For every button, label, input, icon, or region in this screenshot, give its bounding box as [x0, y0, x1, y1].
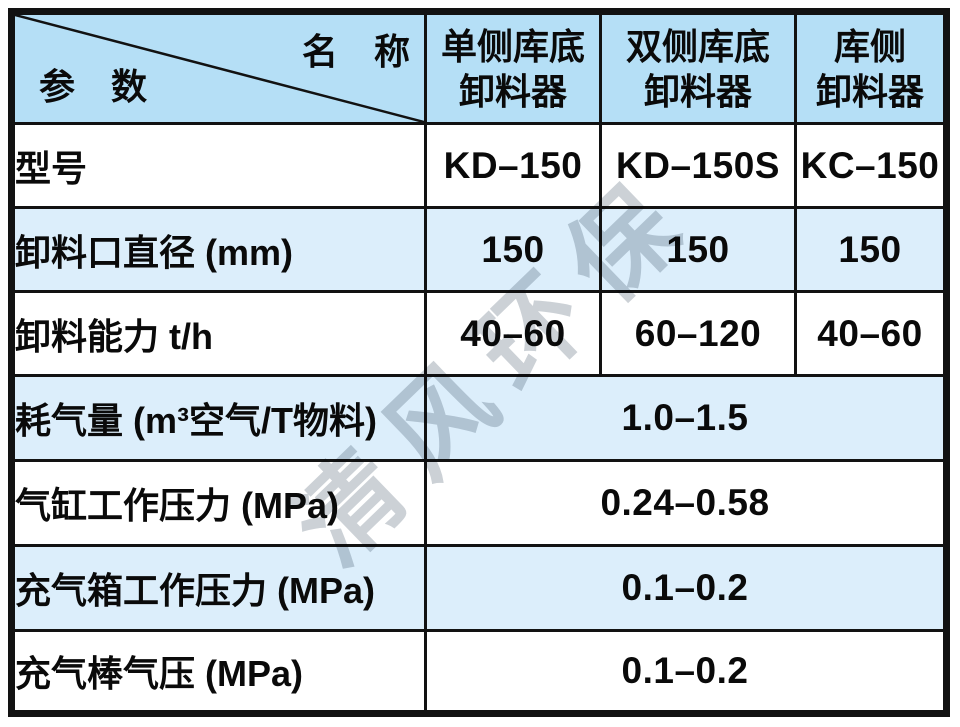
table-row-air-consumption: 耗气量 (m³空气/T物料) 1.0–1.5 — [12, 374, 946, 462]
unloader-spec-table: 名 称 参 数 单侧库底 卸料器 双侧库底 卸料器 库侧 卸料器 型号 KD–1… — [12, 12, 946, 713]
value-cell: 40–60 — [794, 290, 946, 377]
value-cell: KD–150S — [599, 122, 797, 209]
row-label: 充气棒气压 (MPa) — [12, 629, 427, 713]
value-cell: KC–150 — [794, 122, 946, 209]
corner-param-label: 参 数 — [39, 66, 148, 107]
row-label: 耗气量 (m³空气/T物料) — [12, 374, 427, 462]
value-cell: 150 — [599, 206, 797, 293]
table-header-row: 名 称 参 数 单侧库底 卸料器 双侧库底 卸料器 库侧 卸料器 — [12, 12, 946, 125]
row-label: 卸料口直径 (mm) — [12, 206, 427, 293]
table-row-aeration-rod-pressure: 充气棒气压 (MPa) 0.1–0.2 — [12, 629, 946, 713]
diagonal-divider-line — [15, 15, 424, 122]
table-row-aeration-box-pressure: 充气箱工作压力 (MPa) 0.1–0.2 — [12, 544, 946, 632]
column-header-single-side: 单侧库底 卸料器 — [424, 12, 602, 125]
row-label: 充气箱工作压力 (MPa) — [12, 544, 427, 632]
corner-cell: 名 称 参 数 — [12, 12, 427, 125]
table-row-outlet-diameter: 卸料口直径 (mm) 150 150 150 — [12, 206, 946, 293]
column-header-double-side: 双侧库底 卸料器 — [599, 12, 797, 125]
merged-value-cell: 0.1–0.2 — [424, 629, 946, 713]
merged-value-cell: 1.0–1.5 — [424, 374, 946, 462]
spec-table: 名 称 参 数 单侧库底 卸料器 双侧库底 卸料器 库侧 卸料器 型号 KD–1… — [8, 8, 950, 717]
value-cell: 60–120 — [599, 290, 797, 377]
column-header-silo-side: 库侧 卸料器 — [794, 12, 946, 125]
value-cell: 40–60 — [424, 290, 602, 377]
value-cell: 150 — [424, 206, 602, 293]
table-row-model: 型号 KD–150 KD–150S KC–150 — [12, 122, 946, 209]
row-label: 气缸工作压力 (MPa) — [12, 459, 427, 547]
table-row-cylinder-pressure: 气缸工作压力 (MPa) 0.24–0.58 — [12, 459, 946, 547]
value-cell: KD–150 — [424, 122, 602, 209]
row-label: 型号 — [12, 122, 427, 209]
table-row-capacity: 卸料能力 t/h 40–60 60–120 40–60 — [12, 290, 946, 377]
value-cell: 150 — [794, 206, 946, 293]
merged-value-cell: 0.24–0.58 — [424, 459, 946, 547]
merged-value-cell: 0.1–0.2 — [424, 544, 946, 632]
corner-name-label: 名 称 — [301, 31, 410, 72]
row-label: 卸料能力 t/h — [12, 290, 427, 377]
